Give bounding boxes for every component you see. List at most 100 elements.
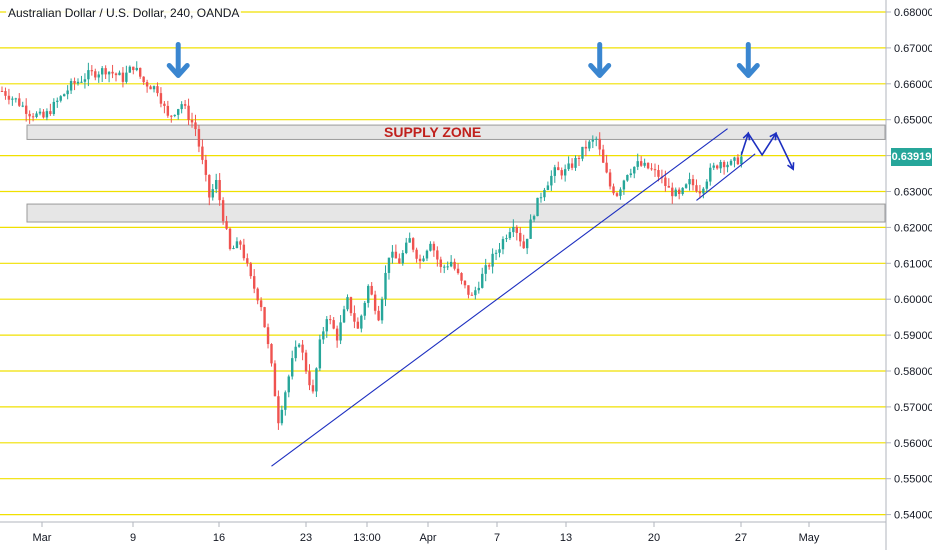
candle-body	[432, 243, 436, 251]
candle-body	[239, 241, 242, 245]
time-tick-label: 27	[735, 532, 747, 544]
price-tick-label: 0.55000	[894, 474, 932, 486]
trendline[interactable]	[271, 128, 728, 467]
candle-body	[197, 129, 201, 147]
candle-body	[246, 258, 249, 264]
candle-body	[194, 122, 197, 130]
candle-body	[405, 242, 408, 254]
trendlines[interactable]	[271, 128, 756, 467]
candle-body	[664, 177, 667, 186]
price-tick-label: 0.56000	[894, 438, 932, 450]
candle-body	[657, 170, 660, 177]
candle-body	[557, 167, 560, 171]
candle-body	[45, 111, 49, 118]
candle-body	[373, 294, 377, 311]
support-zone	[26, 203, 886, 223]
time-tick-label: Apr	[419, 532, 436, 544]
candle-body	[574, 157, 577, 168]
candle-body	[650, 168, 653, 170]
candle-body	[339, 322, 342, 341]
candle-body	[460, 273, 463, 281]
candle-body	[674, 189, 677, 197]
trendline[interactable]	[696, 153, 756, 201]
candle-body	[408, 238, 411, 243]
candle-body	[639, 161, 643, 166]
candle-body	[736, 157, 740, 165]
arrow-markers	[166, 41, 760, 78]
down-arrow-icon	[166, 41, 190, 78]
candle-body	[38, 111, 42, 114]
candle-body	[335, 328, 339, 341]
candle-body	[263, 307, 266, 328]
candle-body	[429, 243, 432, 251]
candle-body	[477, 287, 480, 291]
candle-body	[560, 170, 563, 176]
candle-body	[218, 180, 221, 201]
candle-body	[235, 241, 239, 249]
time-axis[interactable]: Mar 9 16 23 13:00 Apr 7 13 20 27 May	[33, 522, 820, 544]
candle-body	[62, 94, 66, 97]
candle-body	[49, 111, 52, 115]
candle-body	[4, 91, 7, 96]
candle-body	[726, 164, 729, 168]
time-tick-label: Mar	[33, 532, 52, 544]
candle-body	[681, 187, 684, 195]
candle-body	[221, 200, 225, 222]
time-tick-label: 13	[560, 532, 572, 544]
candle-body	[688, 179, 691, 185]
candle-body	[111, 71, 114, 74]
candle-body	[170, 115, 173, 117]
candle-body	[449, 261, 453, 267]
candle-body	[715, 165, 719, 169]
price-tick-label: 0.66000	[894, 79, 932, 91]
candle-body	[149, 86, 152, 90]
candle-body	[391, 251, 394, 258]
candle-body	[619, 189, 622, 196]
candle-body	[702, 188, 705, 194]
candle-body	[705, 181, 709, 189]
projection-arrowhead	[787, 162, 795, 171]
candle-body	[128, 66, 132, 73]
candle-body	[456, 268, 460, 274]
candle-body	[177, 109, 180, 115]
candle-body	[394, 251, 398, 259]
projection-path	[740, 131, 795, 171]
candle-body	[532, 216, 536, 220]
horizontal-levels	[0, 11, 886, 516]
candle-body	[156, 86, 159, 94]
candle-body	[615, 193, 619, 196]
candle-body	[107, 71, 111, 75]
candle-body	[443, 266, 446, 268]
candle-body	[684, 184, 688, 188]
candle-body	[470, 294, 474, 296]
candle-body	[190, 119, 194, 123]
candle-body	[695, 185, 698, 192]
candle-body	[411, 238, 415, 250]
candle-body	[446, 266, 449, 268]
candle-body	[712, 165, 715, 168]
price-tick-label: 0.68000	[894, 7, 932, 19]
candle-body	[525, 238, 529, 249]
candle-body	[280, 409, 284, 424]
candle-body	[370, 285, 373, 295]
candle-body	[418, 258, 422, 262]
projection-arrowhead	[742, 131, 751, 141]
price-tick-label: 0.54000	[894, 510, 932, 522]
supply-zone-label: SUPPLY ZONE	[384, 124, 482, 140]
candle-body	[636, 161, 639, 167]
candle-body	[719, 162, 722, 169]
candle-body	[284, 392, 287, 410]
candle-body	[577, 157, 581, 159]
candle-body	[367, 285, 370, 303]
candle-body	[363, 302, 366, 316]
candle-body	[114, 73, 118, 76]
candle-body	[622, 180, 626, 190]
candle-body	[349, 297, 353, 314]
candle-body	[570, 163, 574, 168]
price-axis[interactable]: 0.680000.670000.660000.650000.640000.630…	[886, 7, 932, 522]
candle-body	[256, 288, 259, 301]
candle-body	[311, 385, 315, 392]
candle-body	[588, 141, 591, 149]
candle-body	[56, 100, 59, 102]
